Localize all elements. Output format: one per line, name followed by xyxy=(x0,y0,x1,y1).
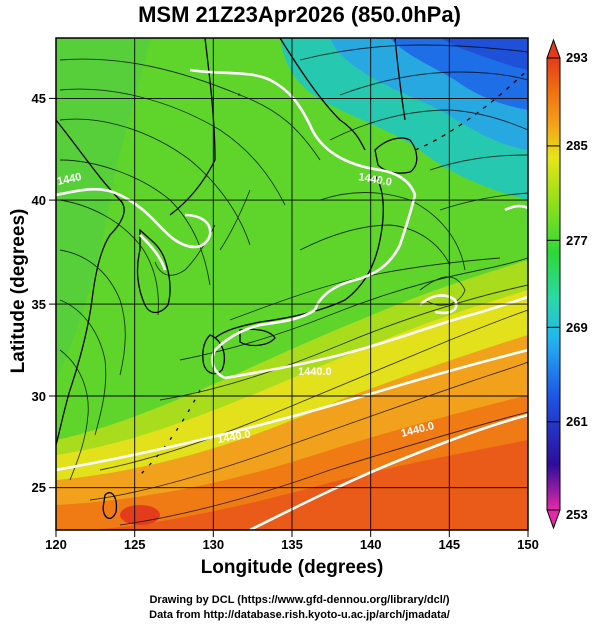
colorbar-top-arrow xyxy=(546,38,561,59)
lat-tick-label: 45 xyxy=(32,91,46,106)
credit-data-source: Data from http://database.rish.kyoto-u.a… xyxy=(149,609,450,621)
lon-tick-labels: 120 125 130 135 140 145 150 xyxy=(45,537,539,552)
graticule xyxy=(56,38,528,530)
lon-tick-label: 150 xyxy=(517,537,539,552)
lon-tick-label: 145 xyxy=(438,537,460,552)
contour-label: 1440.0 xyxy=(298,366,332,378)
colorbar-bottom-arrow xyxy=(546,509,561,530)
contour-labels: 1440 1440.0 1440.0 1440.0 1440.0 xyxy=(56,171,435,446)
lon-tick-label: 130 xyxy=(202,537,224,552)
axis-ticks xyxy=(49,97,529,537)
lon-tick-label: 120 xyxy=(45,537,67,552)
colorbar-gradient xyxy=(546,57,561,511)
x-axis-label: Longitude (degrees) xyxy=(200,557,384,578)
map-title: MSM 21Z23Apr2026 (850.0hPa) xyxy=(138,2,461,27)
coastlines xyxy=(56,38,528,519)
colorbar-label: 261 xyxy=(566,414,588,429)
credit-drawing: Drawing by DCL (https://www.gfd-dennou.o… xyxy=(149,594,450,606)
contour-label: 1440.0 xyxy=(216,428,251,446)
colorbar-label: 293 xyxy=(566,50,588,65)
lon-tick-label: 125 xyxy=(124,537,146,552)
colorbar-label: 269 xyxy=(566,320,588,335)
colorbar-label: 253 xyxy=(566,507,588,522)
colorbar-label: 285 xyxy=(566,138,588,153)
lat-tick-label: 30 xyxy=(32,389,46,404)
geopotential-contours xyxy=(56,68,528,530)
lon-tick-label: 140 xyxy=(360,537,382,552)
colorbar-label: 277 xyxy=(566,233,588,248)
temperature-field xyxy=(56,38,528,530)
lat-tick-label: 35 xyxy=(32,297,46,312)
lat-tick-label: 25 xyxy=(32,480,46,495)
contour-label: 1440.0 xyxy=(357,171,392,189)
lat-tick-labels: 25 30 35 40 45 xyxy=(32,91,46,495)
lat-tick-label: 40 xyxy=(32,193,46,208)
y-axis-label: Latitude (degrees) xyxy=(8,208,29,374)
colorbar: 293 285 277 269 261 253 xyxy=(546,38,588,530)
lon-tick-label: 135 xyxy=(281,537,303,552)
contour-label: 1440 xyxy=(56,171,82,188)
